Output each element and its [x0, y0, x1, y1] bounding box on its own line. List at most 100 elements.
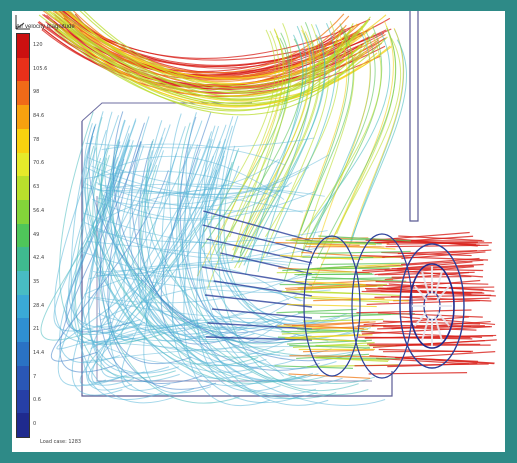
streamline: [361, 326, 492, 335]
streamline: [301, 31, 376, 255]
streamline: [400, 257, 480, 266]
load-case-label: Load case: 1283: [40, 439, 82, 445]
streamline: [169, 113, 329, 406]
vane-line: [201, 266, 313, 286]
streamline: [144, 120, 272, 329]
color-legend: Air velocity magnitude 120 105.6 98 84.6 78 7…: [14, 24, 75, 438]
streamline: [264, 20, 340, 238]
legend-swatch: [17, 247, 29, 272]
streamline: [112, 119, 267, 367]
outlet-spoke: [413, 311, 428, 327]
streamline: [87, 240, 312, 266]
streamline: [91, 339, 287, 365]
streamline: [365, 335, 494, 339]
streamline: [316, 27, 397, 260]
streamline: [93, 155, 285, 200]
streamline: [383, 326, 477, 331]
streamline: [196, 116, 281, 392]
legend-tick: 0.6: [33, 397, 41, 404]
legend-tick: 98: [33, 89, 40, 96]
streamline: [303, 321, 376, 328]
streamline: [301, 251, 385, 258]
legend-tick: 70.6: [33, 160, 45, 167]
streamline: [88, 264, 290, 301]
streamline: [366, 300, 481, 306]
streamline: [373, 231, 470, 241]
streamline: [276, 271, 352, 274]
outlet-ring: [409, 263, 455, 349]
streamline: [297, 312, 391, 315]
axis-triad-icon: [15, 15, 30, 30]
streamline: [101, 143, 285, 166]
streamline: [108, 145, 195, 396]
streamline: [82, 251, 318, 284]
streamline: [289, 344, 371, 349]
streamline: [302, 318, 384, 322]
outlet-ring: [303, 235, 361, 377]
legend-tick: 0: [33, 421, 37, 428]
legend-swatch: [17, 199, 29, 224]
streamline: [369, 355, 495, 364]
streamline: [62, 23, 362, 107]
streamline: [92, 191, 315, 221]
streamline: [292, 341, 375, 349]
legend-swatch: [17, 176, 29, 200]
outlet-spoke: [434, 316, 443, 341]
vane-line: [220, 252, 313, 275]
streamline: [281, 290, 354, 295]
vane-line: [213, 280, 313, 297]
streamline: [52, 12, 354, 101]
streamline: [140, 163, 310, 383]
legend-tick: 78: [33, 136, 40, 143]
streamline: [286, 285, 378, 291]
streamline: [99, 169, 218, 334]
streamline: [388, 283, 495, 292]
streamline: [260, 37, 330, 263]
streamline: [282, 265, 359, 272]
legend-swatch: [17, 318, 29, 343]
legend-tick: 28.4: [33, 302, 45, 309]
streamline: [284, 337, 357, 342]
legend-swatch: [17, 413, 29, 437]
legend-swatch: [17, 271, 29, 295]
streamline: [386, 279, 481, 289]
outlet-spoke: [413, 285, 428, 301]
streamline: [85, 166, 280, 199]
streamline: [390, 295, 492, 302]
vane-line: [203, 210, 313, 242]
legend-swatch: [17, 128, 29, 153]
streamline: [100, 285, 302, 321]
legend-tick: 14.4: [33, 350, 45, 357]
streamline: [92, 326, 329, 347]
legend-swatch: [17, 294, 29, 319]
streamline: [356, 265, 474, 274]
streamline: [96, 182, 317, 213]
streamline: [278, 267, 370, 274]
streamline: [300, 33, 355, 258]
streamline: [160, 112, 234, 345]
legend-swatch: [17, 365, 29, 390]
streamline: [232, 29, 312, 251]
outlet-spoke: [434, 271, 443, 296]
streamline: [286, 303, 377, 308]
legend-swatch: [17, 105, 29, 129]
streamline: [100, 183, 305, 197]
streamline: [57, 127, 166, 387]
legend-tick: 84.6: [33, 112, 45, 119]
outlet-ring: [399, 243, 465, 369]
outlet-spoke: [436, 285, 451, 301]
legend-swatch: [17, 152, 29, 177]
legend-swatch: [17, 57, 29, 82]
streamline: [347, 39, 407, 250]
streamline: [311, 276, 407, 282]
vane-line: [207, 322, 313, 330]
legend-tick: 56.4: [33, 207, 45, 214]
streamline: [96, 116, 369, 396]
streamline: [363, 316, 469, 326]
streamline: [209, 125, 319, 329]
streamline: [117, 143, 296, 368]
streamline: [234, 23, 321, 269]
vane-line: [211, 308, 313, 319]
legend-tick: 35: [33, 278, 40, 285]
